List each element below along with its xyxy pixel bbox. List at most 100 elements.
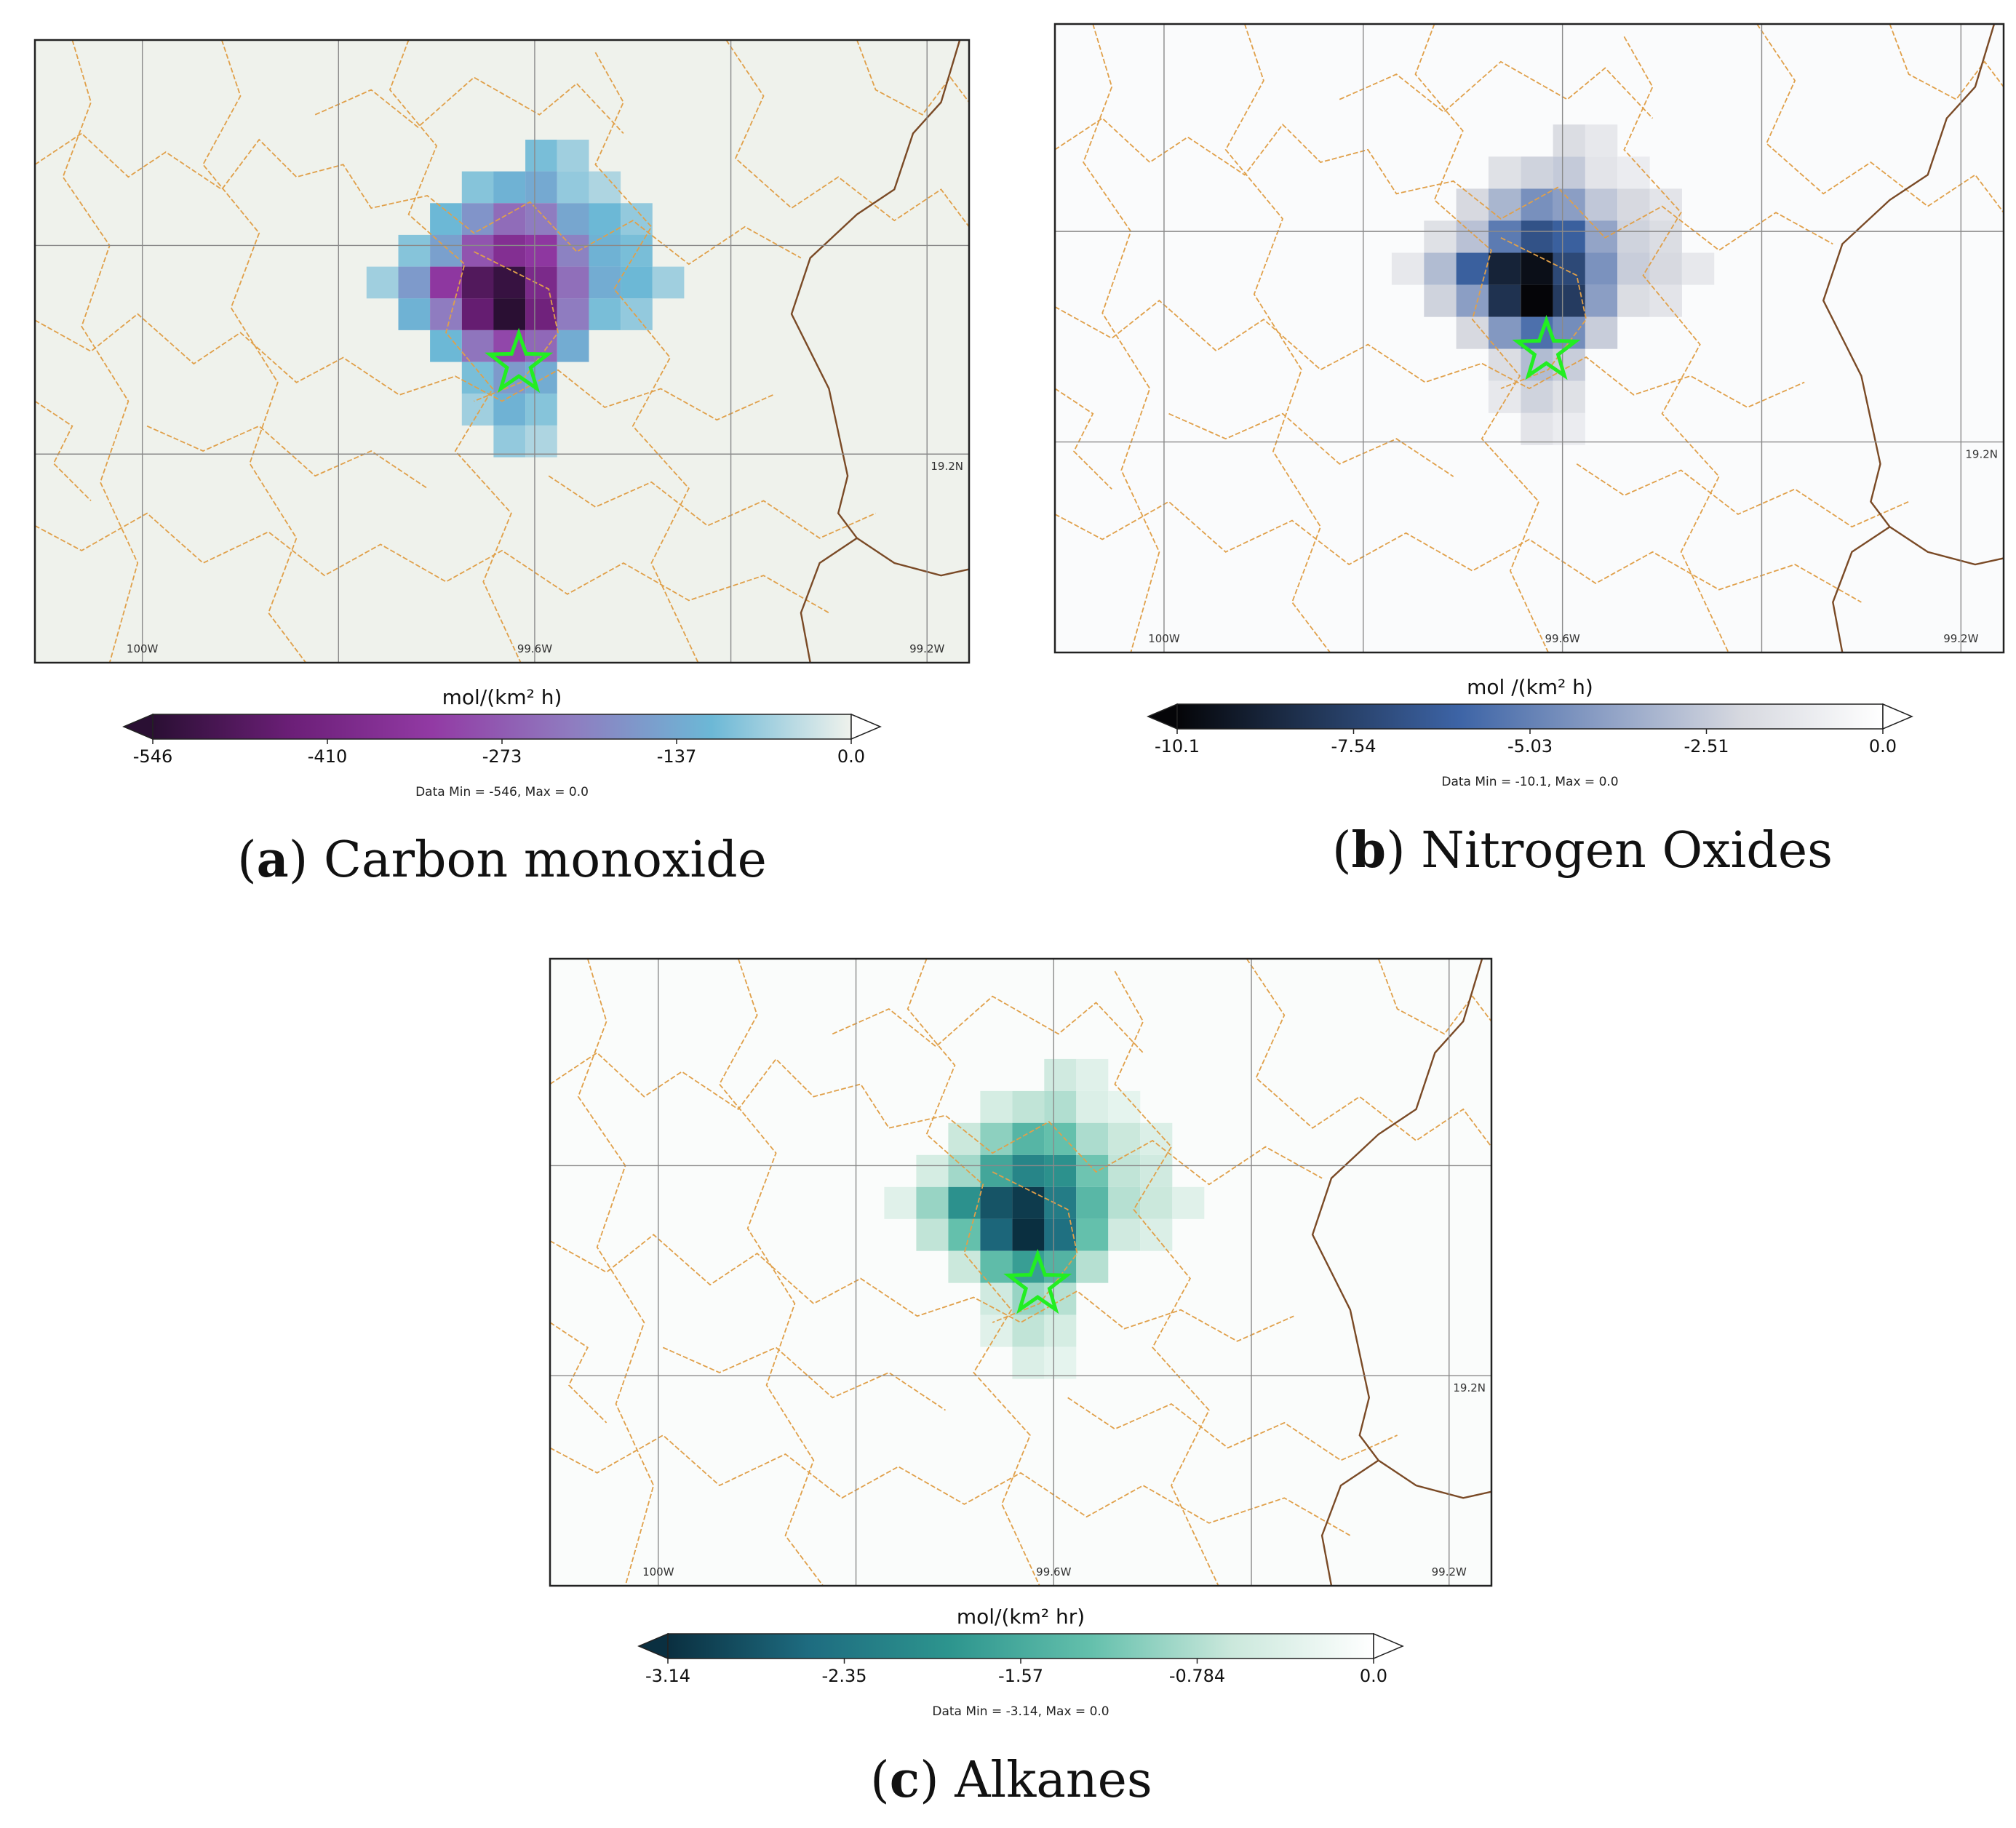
emission-cell — [525, 425, 557, 458]
emission-cell — [1521, 220, 1553, 253]
emission-cell — [461, 362, 494, 394]
colorbar-tick-label: -2.35 — [821, 1666, 866, 1686]
emission-cell — [461, 330, 494, 362]
graticule — [550, 959, 1491, 1586]
longitude-label: 99.2W — [1432, 1565, 1467, 1578]
emission-cell — [430, 234, 462, 267]
emission-cell — [1521, 156, 1553, 189]
emission-cell — [557, 330, 589, 362]
boundary-line — [549, 1322, 607, 1424]
emission-cell — [1553, 156, 1585, 189]
emission-cell — [493, 234, 526, 267]
boundary-line — [1054, 300, 1805, 409]
caption-letter: c — [890, 1751, 920, 1809]
longitude-label: 99.6W — [517, 642, 552, 655]
emission-cell — [652, 266, 685, 299]
emission-cell — [461, 394, 494, 426]
emission-cell — [1553, 252, 1585, 285]
colorbar-tick-label: -273 — [482, 746, 522, 767]
emission-cell — [1391, 252, 1425, 285]
caption-open-paren: ( — [870, 1752, 890, 1809]
longitude-label: 99.6W — [1545, 632, 1580, 645]
emission-cell — [525, 203, 557, 235]
boundary-line — [34, 132, 802, 266]
state-border-line — [1320, 1459, 1379, 1586]
emission-cell — [461, 266, 494, 299]
emission-cell — [493, 266, 526, 299]
boundary-line — [1168, 412, 1454, 477]
emission-cell — [1044, 1090, 1077, 1123]
emission-cell — [948, 1218, 981, 1251]
emission-cell — [1488, 284, 1521, 317]
emission-cell — [1108, 1122, 1141, 1155]
emission-cell — [1012, 1186, 1045, 1219]
caption-name: Carbon monoxide — [324, 831, 767, 889]
emission-cell — [1553, 188, 1585, 221]
emission-cell — [1044, 1314, 1077, 1347]
caption-close-paren: ) — [1386, 822, 1421, 879]
emission-cell — [589, 266, 621, 299]
emission-cell — [1012, 1346, 1045, 1379]
emission-cell — [1488, 188, 1521, 221]
emission-cell — [525, 330, 557, 362]
emission-cell — [1012, 1218, 1045, 1251]
boundary-line — [389, 39, 522, 663]
emission-cell — [398, 298, 431, 330]
emission-cell — [1108, 1154, 1141, 1187]
emission-cell — [916, 1186, 949, 1219]
emission-cell — [980, 1250, 1013, 1283]
colorbar-tick-label: -3.14 — [645, 1666, 690, 1686]
panel-b: 100W 99.6W 99.2W 19.2N mol /(km² h) -10.1 -7.5… — [1053, 23, 2005, 879]
state-border-line — [1822, 23, 2004, 566]
emission-cell — [1585, 252, 1618, 285]
colorbar-tick-label: -546 — [133, 746, 172, 767]
map-frame — [1053, 23, 2005, 654]
boundary-line — [34, 512, 829, 614]
emission-cell — [1553, 124, 1585, 157]
emission-cell — [1012, 1090, 1045, 1123]
boundary-line — [1576, 463, 1909, 528]
emission-cell — [621, 203, 653, 235]
emission-cell — [525, 234, 557, 267]
colorbar-tick-label: -0.784 — [1169, 1666, 1225, 1686]
colorbar — [152, 714, 852, 740]
boundary-line — [992, 1171, 1078, 1323]
emission-cell — [1044, 1250, 1077, 1283]
emission-cell — [1585, 220, 1618, 253]
colorbar-extend-min-triangle — [122, 713, 154, 741]
emission-cell — [916, 1218, 949, 1251]
municipal-boundaries — [1054, 23, 2004, 653]
colorbar-tick-label: 0.0 — [837, 746, 865, 767]
map-frame — [549, 957, 1493, 1587]
colorbar-extend-max-triangle — [850, 713, 882, 741]
latitude-label: 19.2N — [931, 460, 963, 473]
emission-cell — [1585, 156, 1618, 189]
emission-cell — [525, 266, 557, 299]
boundary-line — [549, 1234, 1294, 1342]
emission-cell — [1649, 284, 1682, 317]
emission-cells — [1391, 124, 1715, 445]
colorbar-extend-min-triangle — [637, 1632, 669, 1660]
colorbar-tick-label: -410 — [308, 746, 347, 767]
emission-cell — [1521, 284, 1553, 317]
longitude-label: 99.6W — [1036, 1565, 1071, 1578]
boundary-line — [1054, 500, 1862, 603]
emission-cell — [525, 394, 557, 426]
caption-open-paren: ( — [237, 831, 257, 889]
graticule — [35, 40, 969, 663]
emission-cells — [366, 140, 685, 458]
colorbar-extend-min-triangle — [1147, 703, 1178, 730]
boundary-line — [662, 1346, 946, 1411]
emission-cell — [366, 266, 399, 299]
longitude-label: 99.2W — [909, 642, 944, 655]
emission-cell — [461, 234, 494, 267]
colorbar-unit-label: mol/(km² h) — [442, 685, 562, 709]
emission-cell — [1140, 1154, 1173, 1187]
boundary-line — [856, 39, 970, 116]
emission-cell — [493, 171, 526, 204]
boundary-line — [907, 958, 1040, 1586]
colorbar-tick-label: 0.0 — [1869, 736, 1897, 757]
boundary-line — [202, 39, 307, 663]
caption-letter: a — [257, 831, 289, 889]
